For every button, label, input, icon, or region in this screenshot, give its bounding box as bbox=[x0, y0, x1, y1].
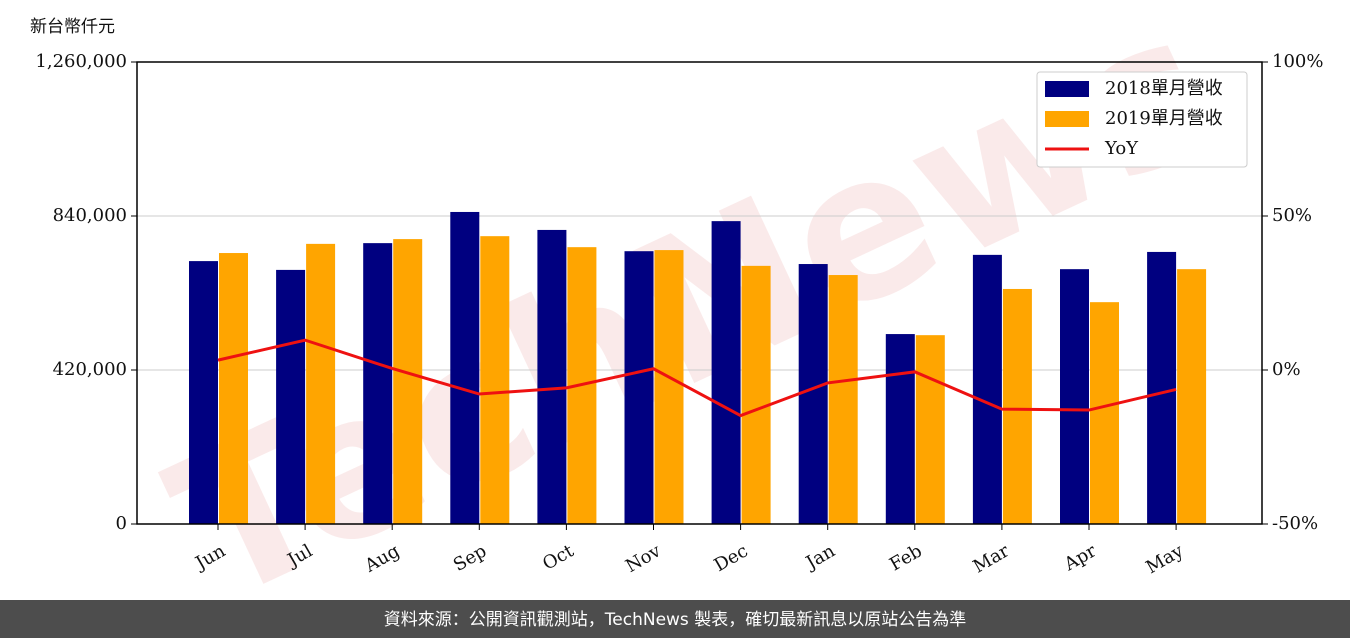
bar bbox=[972, 254, 1002, 524]
y-axis-label: 新台幣仟元 bbox=[30, 17, 115, 37]
y2-tick-label: 100% bbox=[1272, 51, 1323, 72]
x-tick-label: Oct bbox=[539, 540, 578, 575]
bar bbox=[537, 229, 567, 524]
legend-label: 2018單月營收 bbox=[1105, 78, 1223, 99]
y2-tick-label: 0% bbox=[1272, 359, 1301, 380]
bar bbox=[450, 211, 480, 524]
x-tick-label: May bbox=[1143, 540, 1188, 578]
bar bbox=[828, 275, 858, 524]
bar bbox=[915, 335, 945, 524]
bar bbox=[1002, 288, 1032, 524]
x-tick-label: Nov bbox=[622, 540, 665, 577]
x-tick-label: Dec bbox=[711, 540, 752, 576]
bar bbox=[393, 239, 423, 524]
y2-tick-label: 50% bbox=[1272, 205, 1312, 226]
plot-frame bbox=[136, 61, 1263, 525]
bar bbox=[1147, 251, 1177, 524]
legend-swatch bbox=[1045, 81, 1089, 97]
bar bbox=[480, 236, 510, 524]
bar bbox=[189, 261, 218, 524]
bar bbox=[219, 253, 248, 525]
bar bbox=[798, 264, 828, 524]
bar bbox=[1090, 302, 1119, 524]
bar bbox=[276, 269, 306, 524]
y2-tick-label: -50% bbox=[1272, 513, 1318, 534]
bar bbox=[1060, 269, 1089, 524]
footer: 資料來源：公開資訊觀測站，TechNews 製表，確切最新訊息以原站公告為準 bbox=[384, 610, 966, 630]
footer-bar bbox=[0, 600, 1350, 638]
bar bbox=[711, 221, 741, 524]
bar bbox=[1177, 269, 1207, 524]
bar bbox=[654, 250, 684, 524]
y-tick-label: 840,000 bbox=[53, 205, 127, 226]
legend-label: 2019單月營收 bbox=[1105, 108, 1223, 129]
bar bbox=[624, 251, 654, 524]
bar bbox=[885, 334, 915, 524]
y-tick-label: 1,260,000 bbox=[35, 51, 127, 72]
x-tick-label: Feb bbox=[886, 540, 926, 575]
x-tick-label: Apr bbox=[1060, 540, 1100, 575]
bar bbox=[363, 243, 393, 524]
yoy-line bbox=[217, 338, 1177, 418]
x-tick-label: Mar bbox=[970, 540, 1014, 577]
bar bbox=[306, 243, 336, 524]
bar bbox=[741, 265, 771, 524]
x-tick-label: Jan bbox=[801, 540, 839, 574]
legend-box bbox=[1036, 71, 1248, 168]
legend-swatch bbox=[1045, 111, 1089, 127]
y-tick-label: 420,000 bbox=[53, 359, 127, 380]
y-tick-label: 0 bbox=[116, 513, 127, 534]
legend-label: YoY bbox=[1104, 138, 1139, 159]
